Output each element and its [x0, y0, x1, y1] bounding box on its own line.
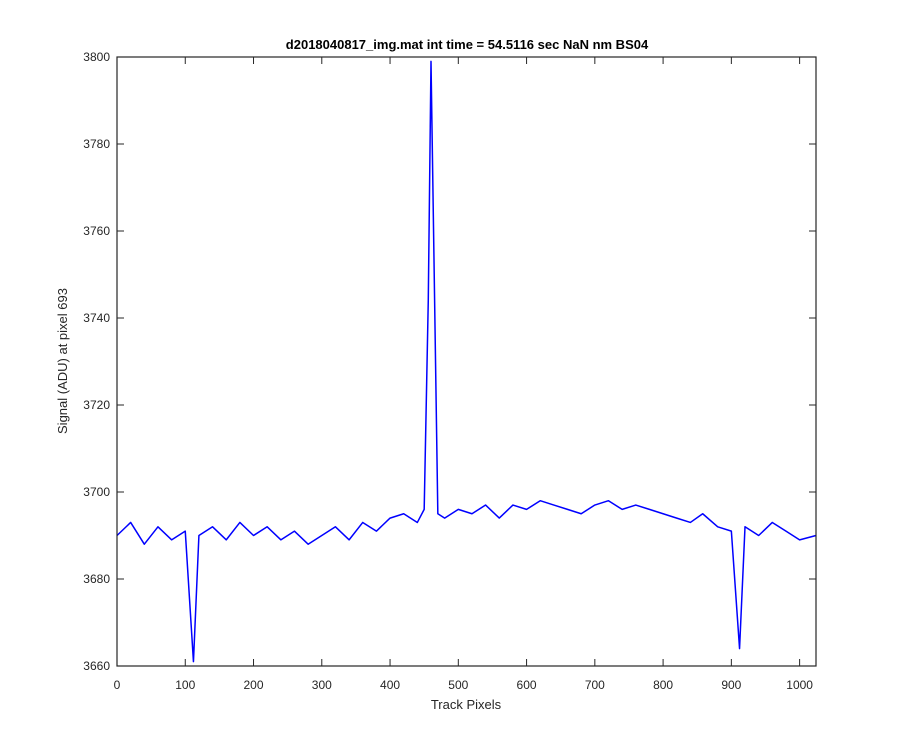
- x-tick-label: 400: [380, 678, 400, 692]
- chart-title: d2018040817_img.mat int time = 54.5116 s…: [286, 37, 649, 52]
- x-tick-label: 600: [517, 678, 537, 692]
- y-tick-label: 3720: [83, 398, 110, 412]
- x-tick-label: 500: [448, 678, 468, 692]
- y-tick-label: 3780: [83, 137, 110, 151]
- x-tick-label: 800: [653, 678, 673, 692]
- x-axis: 0 100 200 300 400 500 600 700 800 900 1000: [114, 57, 813, 692]
- x-tick-label: 300: [312, 678, 332, 692]
- axes-box: [116, 56, 817, 667]
- y-tick-label: 3760: [83, 224, 110, 238]
- axes-background: [117, 57, 816, 666]
- y-axis-label: Signal (ADU) at pixel 693: [55, 288, 70, 434]
- y-tick-label: 3680: [83, 572, 110, 586]
- x-tick-label: 700: [585, 678, 605, 692]
- x-tick-label: 1000: [786, 678, 813, 692]
- series-line-0: [116, 60, 817, 663]
- y-tick-label: 3660: [83, 659, 110, 673]
- y-axis: 3660 3680 3700 3720 3740 3760 3780 3800: [83, 50, 816, 673]
- series-layer: [116, 60, 817, 663]
- y-tick-label: 3800: [83, 50, 110, 64]
- x-axis-label: Track Pixels: [431, 697, 502, 712]
- y-tick-label: 3740: [83, 311, 110, 325]
- x-tick-label: 900: [721, 678, 741, 692]
- y-tick-label: 3700: [83, 485, 110, 499]
- x-tick-label: 100: [175, 678, 195, 692]
- x-tick-label: 0: [114, 678, 121, 692]
- plot-area: 0 100 200 300 400 500 600 700 800 900 1000 3660 368…: [83, 50, 817, 692]
- x-tick-label: 200: [244, 678, 264, 692]
